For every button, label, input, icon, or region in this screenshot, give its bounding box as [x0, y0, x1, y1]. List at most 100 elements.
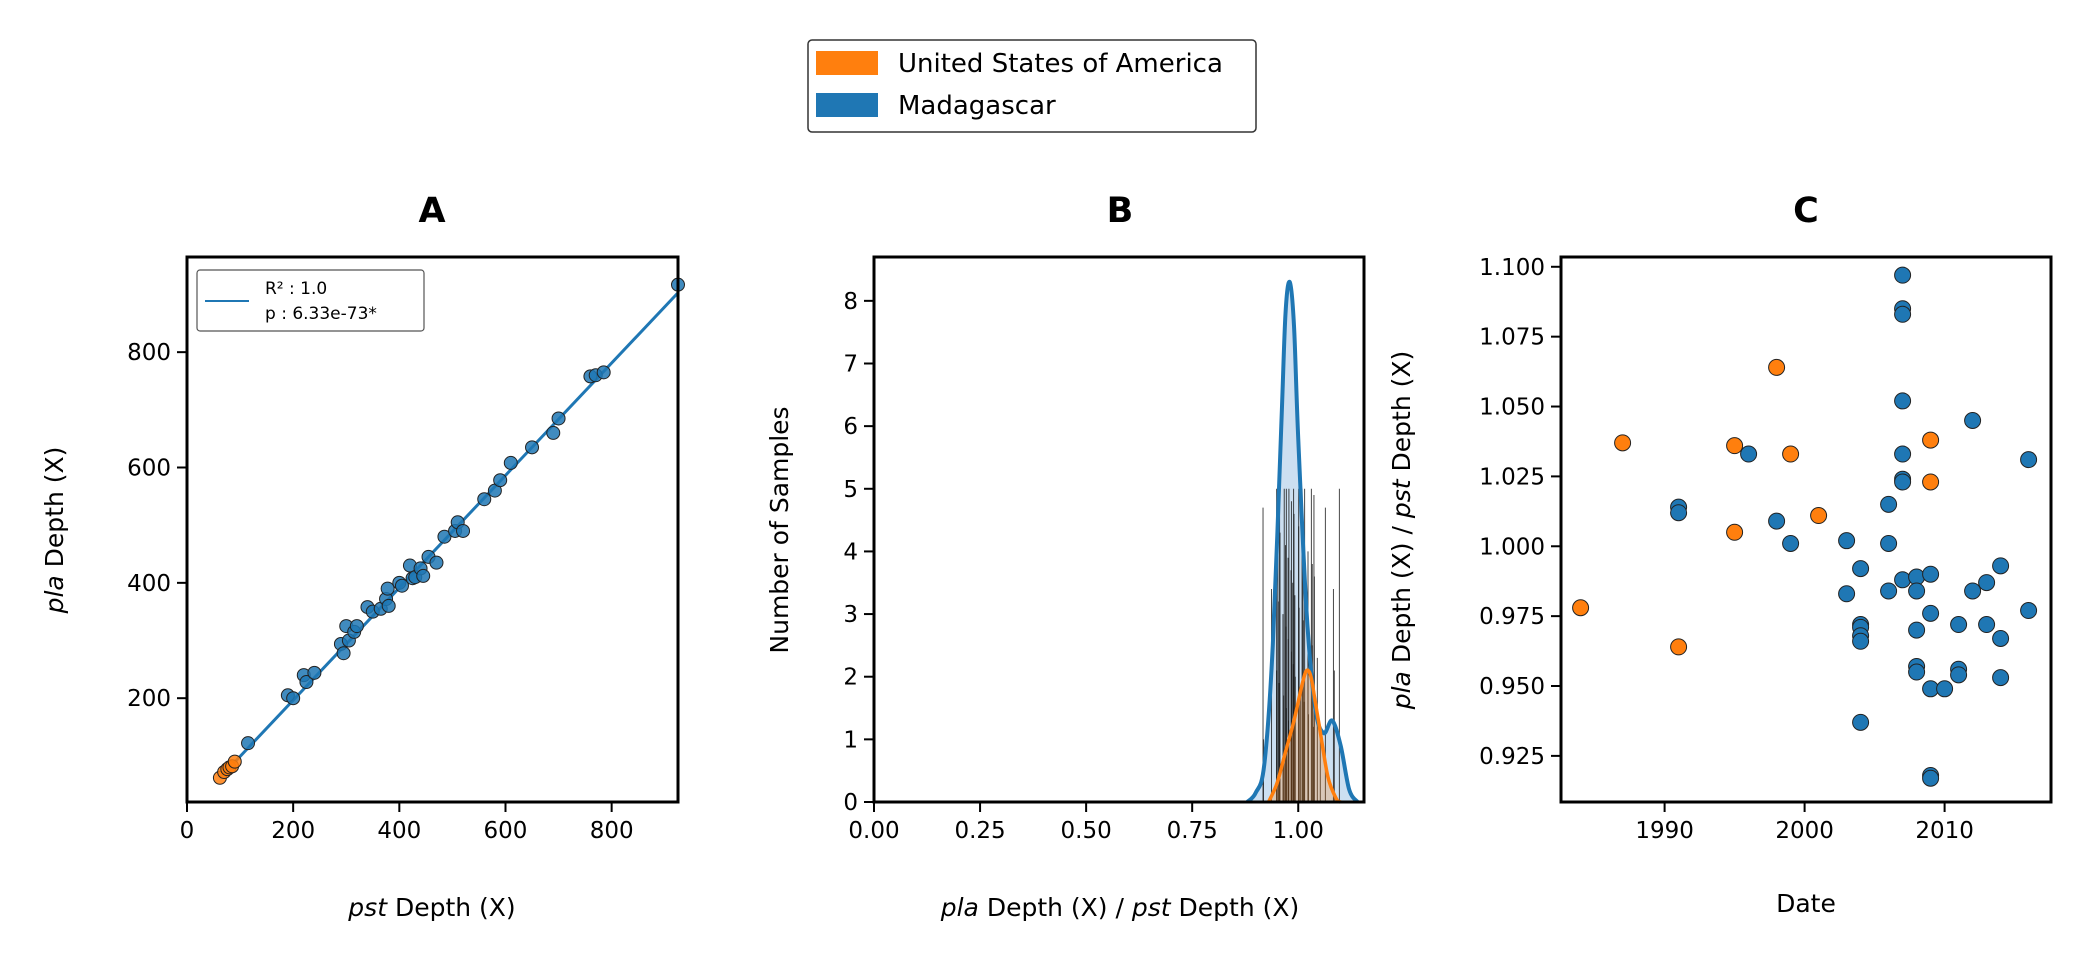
scatter-point — [1894, 445, 1912, 463]
y-tick-label: 800 — [127, 340, 171, 366]
scatter-point — [1950, 616, 1968, 634]
scatter-point — [1922, 604, 1940, 622]
panel-c-title: C — [1793, 191, 1819, 231]
scatter-point — [525, 440, 540, 455]
y-tick-label: 1.075 — [1479, 325, 1545, 351]
scatter-point — [1572, 599, 1590, 617]
scatter-point — [2020, 602, 2038, 620]
scatter-point — [1922, 431, 1940, 449]
scatter-point — [503, 455, 518, 470]
legend-swatch-madagascar — [816, 93, 878, 117]
panel-a-inset-legend: R² : 1.0 p : 6.33e-73* — [196, 269, 425, 332]
x-tick-label: 1990 — [1635, 818, 1694, 844]
y-tick-label: 6 — [843, 414, 858, 440]
x-tick-label: 0.00 — [848, 818, 899, 844]
scatter-point — [1740, 445, 1758, 463]
scatter-point — [1894, 305, 1912, 323]
scatter-point — [227, 754, 242, 769]
inset-legend-frame — [196, 269, 425, 332]
y-tick-label: 200 — [127, 686, 171, 712]
scatter-point — [394, 578, 409, 593]
scatter-point — [1894, 571, 1912, 589]
y-tick-label: 1.000 — [1479, 534, 1545, 560]
x-tick-label: 1.00 — [1273, 818, 1324, 844]
x-tick-label: 800 — [590, 818, 634, 844]
panel-c-xlabel: Date — [1776, 889, 1836, 918]
scatter-point — [1936, 680, 1954, 698]
panel-b-ylabel: Number of Samples — [765, 406, 794, 653]
scatter-point — [1838, 585, 1856, 603]
figure-legend: United States of America Madagascar — [807, 39, 1257, 133]
panel-b-plot-area: 0.00 0.25 0.50 0.75 1.00 0 1 2 3 4 5 6 7 8 — [843, 279, 1360, 844]
scatter-point — [380, 581, 395, 596]
y-tick-label: 1 — [843, 727, 858, 753]
y-tick-label: 4 — [843, 539, 858, 565]
scatter-point — [551, 411, 566, 426]
x-tick-label: 600 — [484, 818, 528, 844]
scatter-point — [1992, 630, 2010, 647]
scatter-point — [307, 665, 322, 680]
panel-b: B 0.00 0.25 0.50 0.75 1.00 0 1 2 3 4 5 6 7 8 pla Dept… — [765, 191, 1366, 922]
y-tick-label: 600 — [127, 456, 171, 482]
panel-a-plot-area: 0 200 400 600 800 200 400 600 800 — [127, 277, 685, 844]
scatter-point — [336, 646, 351, 661]
y-tick-label: 7 — [843, 351, 858, 377]
scatter-point — [1894, 473, 1912, 491]
scatter-point — [596, 365, 611, 380]
panel-a-xlabel: pst Depth (X) — [347, 893, 515, 922]
kde-line-madagascar — [1245, 279, 1360, 804]
panel-c-plot-area: 1990 2000 2010 0.925 0.950 0.975 1.000 1.025 1.0… — [1479, 255, 2038, 844]
scatter-point — [1614, 434, 1632, 452]
y-tick-label: 0.950 — [1479, 674, 1545, 700]
kde-fill-usa — [1268, 670, 1341, 802]
legend-label-madagascar: Madagascar — [898, 91, 1056, 121]
scatter-point — [381, 598, 396, 613]
y-tick-label: 8 — [843, 289, 858, 315]
x-tick-label: 200 — [271, 818, 315, 844]
scatter-point — [1880, 534, 1898, 552]
scatter-point — [1950, 666, 1968, 684]
scatter-point — [1782, 445, 1800, 463]
x-tick-label: 2010 — [1915, 818, 1974, 844]
scatter-point — [416, 568, 431, 583]
x-tick-label: 2000 — [1775, 818, 1834, 844]
scatter-point — [1992, 557, 2010, 575]
legend-label-usa: United States of America — [898, 49, 1223, 79]
scatter-point — [1964, 412, 1982, 429]
x-tick-label: 0.25 — [954, 818, 1005, 844]
scatter-point — [546, 425, 561, 440]
scatter-point — [1852, 560, 1870, 578]
scatter-point — [299, 675, 314, 690]
panel-a-frame — [185, 255, 680, 804]
panel-a-ylabel: pla Depth (X) — [40, 447, 69, 615]
y-tick-label: 5 — [843, 477, 858, 503]
scatter-point — [1852, 713, 1870, 731]
scatter-point — [1992, 669, 2010, 687]
scatter-point — [1908, 582, 1926, 600]
panel-c: C 1990 2000 20100.9250.9500.9751.0001.0251… — [1387, 191, 2053, 918]
scatter-point — [1922, 565, 1940, 583]
scatter-point — [1768, 358, 1786, 376]
panel-a-title: A — [418, 191, 445, 231]
scatter-point — [1782, 534, 1800, 552]
scatter-point — [1922, 473, 1940, 491]
scatter-point — [493, 473, 508, 488]
scatter-point — [349, 619, 364, 634]
y-tick-label: 0.975 — [1479, 604, 1545, 630]
y-tick-label: 1.100 — [1479, 255, 1545, 281]
scatter-point — [1964, 582, 1982, 600]
panel-b-frame — [872, 255, 1366, 804]
inset-legend-r2: R² : 1.0 — [265, 279, 327, 299]
scatter-point — [1922, 769, 1940, 787]
scatter-point — [429, 555, 444, 570]
scatter-point — [1880, 582, 1898, 600]
x-tick-label: 400 — [377, 818, 421, 844]
scatter-point — [1670, 504, 1688, 522]
scatter-point — [1726, 437, 1744, 455]
panel-b-title: B — [1107, 191, 1134, 231]
scatter-point — [1978, 616, 1996, 634]
scatter-point — [1978, 574, 1996, 592]
scatter-point — [477, 492, 492, 507]
scatter-point — [1894, 392, 1912, 410]
